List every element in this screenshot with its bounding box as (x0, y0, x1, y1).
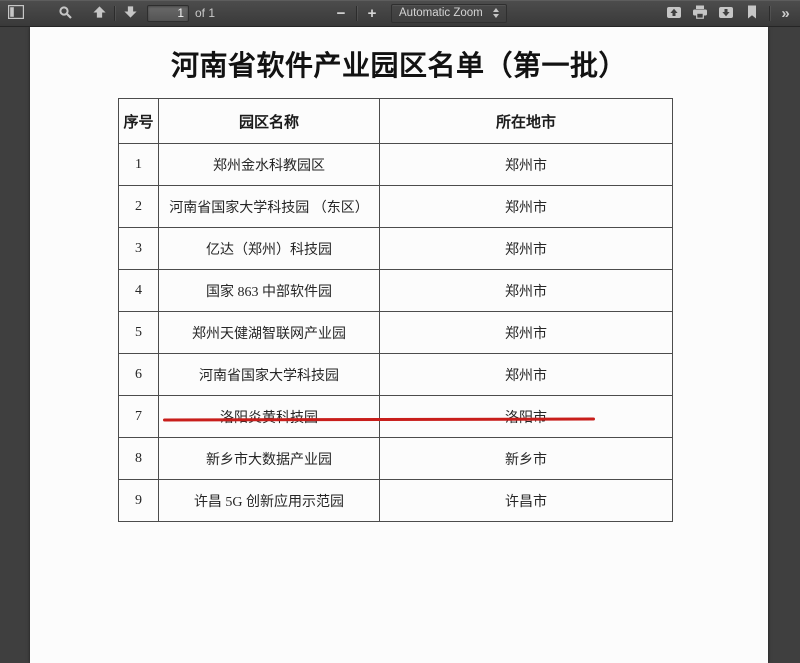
up-arrow-icon (92, 5, 107, 22)
bookmark-icon (746, 5, 758, 22)
header-park-name: 园区名称 (158, 98, 380, 144)
print-icon (692, 5, 708, 22)
zoom-in-button[interactable]: + (361, 3, 383, 23)
row-city: 洛阳市 (379, 395, 673, 438)
down-arrow-icon (123, 5, 138, 22)
find-button[interactable] (54, 3, 76, 23)
row-park-name: 许昌 5G 创新应用示范园 (158, 479, 380, 522)
table-header-row: 序号 园区名称 所在地市 (118, 98, 673, 144)
row-park-name: 国家 863 中部软件园 (158, 269, 380, 312)
page-number-input[interactable] (147, 4, 189, 22)
row-city: 新乡市 (379, 437, 673, 480)
row-serial-number: 8 (118, 437, 159, 480)
row-city: 郑州市 (379, 311, 673, 354)
parks-table: 序号 园区名称 所在地市 1 郑州金水科教园区 郑州市 2 河南省国家大学科技园… (118, 98, 673, 522)
previous-page-button[interactable] (88, 3, 110, 23)
row-serial-number: 5 (118, 311, 159, 354)
zoom-select[interactable]: Automatic Zoom (391, 3, 507, 23)
table-row: 9 许昌 5G 创新应用示范园 许昌市 (118, 479, 673, 522)
page-count-label: of 1 (195, 6, 216, 20)
download-icon (718, 5, 734, 22)
header-serial-number: 序号 (118, 98, 159, 144)
row-park-name: 郑州金水科教园区 (158, 143, 380, 186)
table-body: 1 郑州金水科教园区 郑州市 2 河南省国家大学科技园 （东区） 郑州市 3 亿… (118, 143, 673, 522)
print-button[interactable] (689, 3, 711, 23)
plus-icon: + (367, 4, 377, 22)
row-park-name: 河南省国家大学科技园 （东区） (158, 185, 380, 228)
bookmark-button[interactable] (741, 3, 763, 23)
document-title: 河南省软件产业园区名单（第一批） (170, 51, 627, 82)
double-chevron-icon: » (781, 4, 789, 22)
table-row: 7 洛阳炎黄科技园 洛阳市 (118, 395, 673, 438)
row-city: 许昌市 (379, 479, 673, 522)
table-row: 2 河南省国家大学科技园 （东区） 郑州市 (118, 185, 673, 228)
tools-button[interactable]: » (774, 3, 796, 23)
row-city: 郑州市 (379, 227, 673, 270)
toolbar-right-group: » (663, 3, 796, 23)
next-page-button[interactable] (119, 3, 141, 23)
row-serial-number: 3 (118, 227, 159, 270)
open-file-icon (666, 5, 682, 22)
sidebar-toggle-icon (7, 4, 25, 22)
pdf-page: 河南省软件产业园区名单（第一批） 序号 园区名称 所在地市 1 郑州金水科教园区… (30, 27, 768, 663)
row-city: 郑州市 (379, 185, 673, 228)
row-park-name: 洛阳炎黄科技园 (158, 395, 380, 438)
table-row: 6 河南省国家大学科技园 郑州市 (118, 353, 673, 396)
toolbar-left-group: of 1 (5, 3, 215, 23)
toolbar-separator (769, 5, 770, 21)
open-file-button[interactable] (663, 3, 685, 23)
row-serial-number: 9 (118, 479, 159, 522)
row-serial-number: 2 (118, 185, 159, 228)
toolbar-zoom-group: − + Automatic Zoom (330, 3, 507, 23)
row-city: 郑州市 (379, 269, 673, 312)
download-button[interactable] (715, 3, 737, 23)
row-park-name: 郑州天健湖智联网产业园 (158, 311, 380, 354)
row-city: 郑州市 (379, 353, 673, 396)
row-serial-number: 4 (118, 269, 159, 312)
table-row: 8 新乡市大数据产业园 新乡市 (118, 437, 673, 480)
viewer-content[interactable]: 河南省软件产业园区名单（第一批） 序号 园区名称 所在地市 1 郑州金水科教园区… (0, 27, 800, 663)
row-city: 郑州市 (379, 143, 673, 186)
row-serial-number: 1 (118, 143, 159, 186)
table-row: 3 亿达（郑州）科技园 郑州市 (118, 227, 673, 270)
row-serial-number: 6 (118, 353, 159, 396)
row-park-name: 新乡市大数据产业园 (158, 437, 380, 480)
table-row: 4 国家 863 中部软件园 郑州市 (118, 269, 673, 312)
select-arrows-icon (493, 8, 499, 18)
row-park-name: 河南省国家大学科技园 (158, 353, 380, 396)
zoom-select-value: Automatic Zoom (399, 7, 483, 19)
search-icon (58, 5, 72, 22)
header-city: 所在地市 (379, 98, 673, 144)
row-park-name: 亿达（郑州）科技园 (158, 227, 380, 270)
table-row: 5 郑州天健湖智联网产业园 郑州市 (118, 311, 673, 354)
toolbar-separator (114, 5, 115, 21)
table-row: 1 郑州金水科教园区 郑州市 (118, 143, 673, 186)
toolbar: of 1 − + Automatic Zoom (0, 0, 800, 27)
toolbar-separator (356, 5, 357, 21)
zoom-out-button[interactable]: − (330, 3, 352, 23)
sidebar-toggle-button[interactable] (5, 3, 27, 23)
minus-icon: − (336, 4, 346, 22)
row-serial-number: 7 (118, 395, 159, 438)
